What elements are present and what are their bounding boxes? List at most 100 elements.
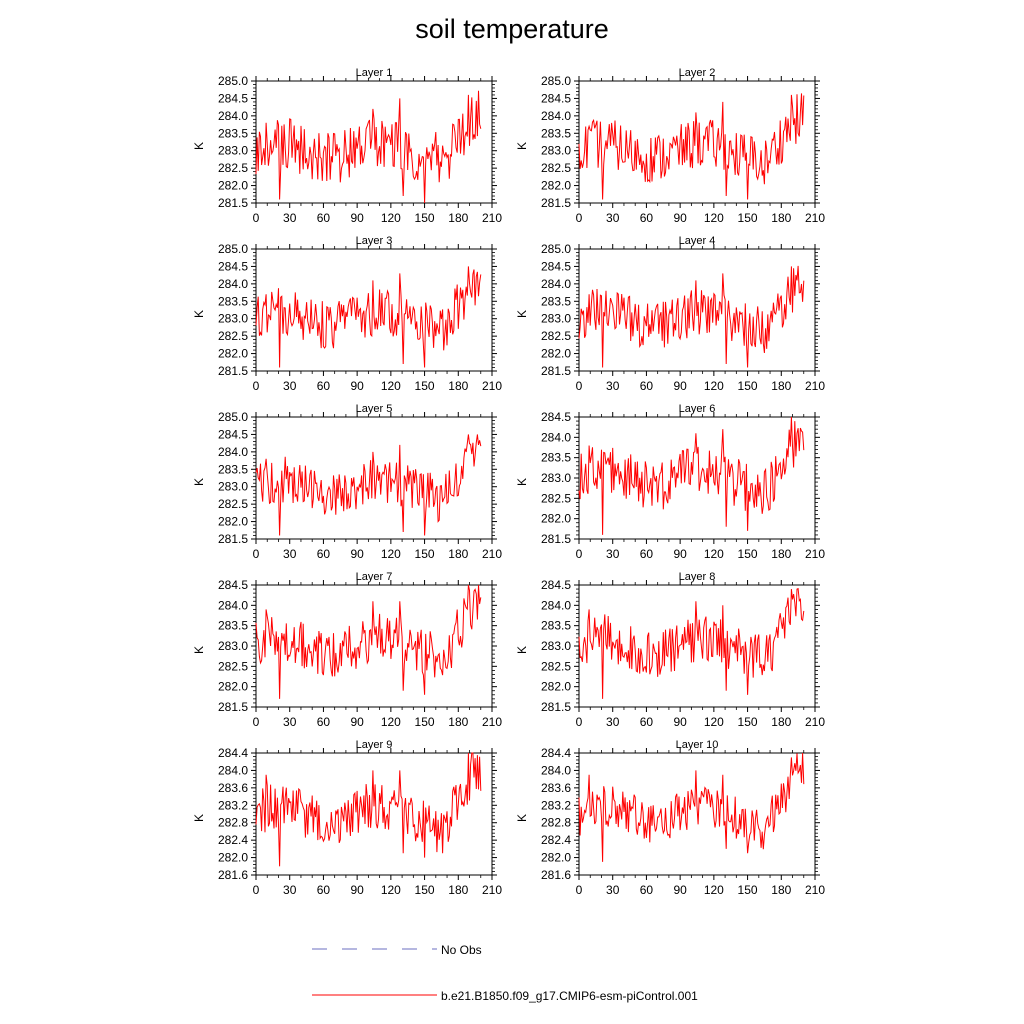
y-tick-label: 284.0 [541, 598, 571, 612]
series-line [255, 752, 482, 867]
x-tick-label: 210 [805, 883, 825, 897]
x-tick-label: 60 [640, 883, 654, 897]
x-tick-label: 120 [704, 211, 724, 225]
series-line [578, 265, 805, 368]
y-tick-label: 282.0 [541, 347, 571, 361]
y-tick-label: 281.5 [541, 364, 571, 378]
x-tick-label: 180 [771, 883, 791, 897]
y-axis-label: K [192, 814, 206, 822]
x-tick-label: 150 [738, 547, 758, 561]
page-title: soil temperature [415, 14, 609, 44]
panel-layer-5: Layer 5 281.5 282.0 282.5 283.0 283.5 284.0 284… [192, 403, 502, 561]
y-axis-label: K [515, 478, 529, 486]
y-tick-label: 284.0 [218, 445, 248, 459]
x-tick-label: 150 [738, 883, 758, 897]
y-tick-label: 283.0 [218, 480, 248, 494]
x-tick-label: 180 [771, 715, 791, 729]
y-tick-label: 282.5 [218, 161, 248, 175]
y-axis-label: K [515, 310, 529, 318]
plot-frame [578, 248, 816, 372]
y-tick-label: 284.5 [541, 259, 571, 273]
y-tick-label: 282.5 [541, 161, 571, 175]
y-tick-label: 285.0 [218, 242, 248, 256]
y-tick-label: 282.5 [541, 659, 571, 673]
y-tick-label: 284.0 [541, 277, 571, 291]
x-tick-label: 60 [317, 379, 331, 393]
series-line [578, 416, 805, 535]
x-tick-label: 120 [704, 547, 724, 561]
x-tick-label: 120 [381, 547, 401, 561]
x-tick-label: 180 [448, 211, 468, 225]
y-tick-label: 282.0 [541, 512, 571, 526]
y-tick-label: 283.0 [541, 639, 571, 653]
x-tick-label: 90 [673, 547, 687, 561]
y-tick-label: 284.0 [218, 763, 248, 777]
x-tick-label: 30 [283, 211, 297, 225]
y-tick-label: 283.2 [218, 798, 248, 812]
x-tick-label: 30 [283, 379, 297, 393]
y-axis-label: K [192, 646, 206, 654]
y-tick-label: 283.0 [218, 639, 248, 653]
panel-title: Layer 3 [356, 235, 393, 247]
panel-title: Layer 6 [679, 403, 716, 415]
x-tick-label: 90 [350, 883, 364, 897]
panel-title: Layer 10 [676, 739, 719, 751]
panel-layer-8: Layer 8 281.5 282.0 282.5 283.0 283.5 284.0 284… [515, 571, 825, 729]
y-tick-label: 283.0 [541, 471, 571, 485]
x-tick-label: 60 [317, 211, 331, 225]
y-tick-label: 282.8 [541, 816, 571, 830]
y-tick-label: 284.4 [541, 746, 571, 760]
y-tick-label: 283.0 [218, 312, 248, 326]
panel-title: Layer 9 [356, 739, 393, 751]
x-tick-label: 0 [576, 211, 583, 225]
x-tick-label: 0 [576, 547, 583, 561]
y-tick-label: 282.0 [541, 851, 571, 865]
y-tick-label: 281.5 [218, 532, 248, 546]
x-tick-label: 120 [704, 883, 724, 897]
series-line [255, 434, 482, 536]
x-tick-label: 30 [606, 211, 620, 225]
panel-layer-10: Layer 10 281.6 282.0 282.4 282.8 283.2 283.6 28… [515, 739, 825, 897]
x-tick-label: 90 [350, 379, 364, 393]
y-tick-label: 282.0 [218, 347, 248, 361]
x-tick-label: 0 [576, 379, 583, 393]
y-tick-label: 282.0 [541, 179, 571, 193]
x-tick-label: 180 [448, 715, 468, 729]
y-tick-label: 284.4 [218, 746, 248, 760]
series-line [255, 90, 482, 204]
x-tick-label: 90 [673, 211, 687, 225]
x-tick-label: 150 [415, 211, 435, 225]
plot-frame [255, 416, 493, 540]
x-tick-label: 90 [673, 715, 687, 729]
x-tick-label: 150 [738, 211, 758, 225]
series-line [578, 93, 805, 200]
y-tick-label: 282.4 [541, 833, 571, 847]
series-line [255, 266, 482, 368]
x-tick-label: 150 [738, 379, 758, 393]
y-tick-label: 283.5 [218, 126, 248, 140]
y-tick-label: 282.4 [218, 833, 248, 847]
x-tick-label: 60 [640, 211, 654, 225]
y-tick-label: 283.6 [541, 781, 571, 795]
y-tick-label: 283.5 [218, 462, 248, 476]
y-axis-label: K [515, 814, 529, 822]
y-tick-label: 283.5 [218, 619, 248, 633]
y-tick-label: 284.0 [218, 109, 248, 123]
x-tick-label: 0 [253, 211, 260, 225]
x-tick-label: 90 [673, 883, 687, 897]
x-tick-label: 30 [606, 715, 620, 729]
y-tick-label: 282.0 [541, 680, 571, 694]
y-tick-label: 283.0 [218, 144, 248, 158]
x-tick-label: 120 [381, 211, 401, 225]
y-tick-label: 282.5 [218, 497, 248, 511]
x-tick-label: 210 [482, 547, 502, 561]
panel-layer-7: Layer 7 281.5 282.0 282.5 283.0 283.5 284.0 284… [192, 571, 502, 729]
x-tick-label: 60 [317, 547, 331, 561]
y-tick-label: 284.5 [218, 259, 248, 273]
panel-title: Layer 7 [356, 571, 393, 583]
y-tick-label: 281.6 [218, 868, 248, 882]
y-tick-label: 282.0 [218, 515, 248, 529]
x-tick-label: 150 [415, 883, 435, 897]
